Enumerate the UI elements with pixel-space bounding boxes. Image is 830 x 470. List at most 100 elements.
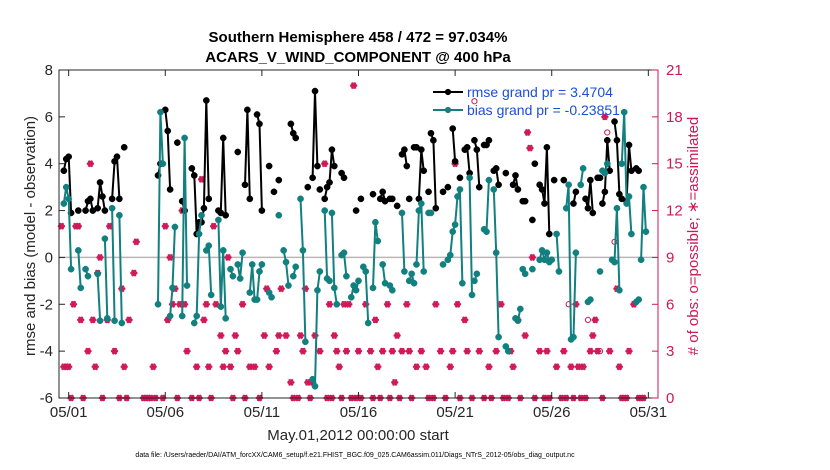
rmse-point (601, 188, 609, 196)
obs-assimilated-point (330, 331, 338, 340)
rmse-point (87, 195, 94, 203)
y2-tick-label: 9 (666, 249, 674, 266)
asterisk-stroke (336, 363, 342, 371)
bias-point (256, 268, 263, 275)
obs-assimilated-point (260, 331, 268, 340)
bias-point (483, 228, 490, 236)
rmse-point (572, 188, 580, 196)
asterisk-stroke (90, 316, 96, 324)
obs-assimilated-point (166, 253, 174, 261)
obs-assimilated-point (453, 300, 462, 308)
obs-assimilated-point (316, 347, 324, 355)
asterisk-stroke (66, 363, 72, 371)
rmse-point (596, 174, 604, 182)
rmse-point (393, 202, 401, 210)
bias-point (108, 204, 116, 212)
rmse-point (379, 188, 387, 196)
asterisk-stroke (131, 269, 137, 277)
asterisk-stroke (75, 222, 81, 230)
rmse-point (420, 167, 428, 175)
bias-point (471, 277, 478, 285)
rmse-point (174, 139, 181, 146)
y2-axis-label: # of obs: o=possible; ∗=assimilated (685, 117, 702, 356)
obs-assimilated-point (110, 347, 119, 355)
rmse-point (326, 179, 333, 186)
obs-assimilated-point (586, 347, 594, 355)
obs-assimilated-point (130, 269, 138, 277)
obs-assimilated-point (366, 347, 375, 355)
asterisk-stroke (273, 347, 279, 355)
chart-title-line1: Southern Hemisphere 458 / 472 = 97.034% (209, 29, 508, 46)
bias-point (427, 209, 435, 217)
asterisk-stroke (406, 347, 412, 355)
asterisk-stroke (162, 222, 168, 230)
bias-point (504, 347, 512, 355)
asterisk-stroke (498, 300, 504, 308)
bias-point (311, 382, 319, 390)
obs-assimilated-point (403, 300, 411, 308)
bias-point (623, 200, 630, 207)
y2-tick-label: 6 (666, 296, 674, 313)
bias-point (195, 230, 203, 238)
bias-point (219, 247, 227, 254)
bias-point (369, 284, 377, 292)
obs-assimilated-point (77, 316, 85, 324)
rmse-point (451, 158, 459, 165)
obs-assimilated-point (200, 316, 208, 324)
bias-point (473, 270, 481, 278)
rmse-point (635, 167, 643, 175)
rmse-point (321, 195, 329, 203)
rmse-point (253, 111, 261, 118)
legend-bias-marker (444, 106, 452, 114)
asterisk-stroke (213, 300, 219, 308)
bias-point (451, 221, 459, 228)
asterisk-stroke (126, 316, 132, 324)
rmse-point (241, 181, 249, 189)
rmse-point (65, 153, 73, 161)
bias-point (640, 183, 647, 191)
bias-line (468, 177, 473, 295)
bias-point (635, 296, 643, 303)
bias-line (77, 250, 82, 288)
asterisk-stroke (343, 347, 350, 355)
rmse-point (538, 186, 546, 193)
rmse-point (512, 172, 519, 179)
rmse-point (108, 195, 116, 203)
asterisk-stroke (462, 316, 468, 324)
rmse-point (256, 120, 263, 128)
bias-point (67, 265, 75, 273)
obs-assimilated-point (398, 347, 406, 355)
bias-line (96, 273, 102, 321)
bias-point (328, 209, 336, 217)
rmse-point (582, 195, 589, 203)
rmse-point (74, 207, 82, 214)
rmse-point (202, 97, 210, 104)
rmse-point (492, 165, 500, 172)
obs-assimilated-point (96, 253, 104, 261)
asterisk-stroke (288, 378, 294, 386)
asterisk-stroke (167, 253, 173, 261)
bias-point (410, 279, 418, 287)
bias-point (401, 268, 408, 275)
rmse-point (330, 162, 338, 170)
bias-point (111, 317, 118, 325)
bias-point (415, 207, 423, 214)
bias-point (229, 272, 237, 280)
bias-point (355, 277, 362, 285)
obs-assimilated-point (224, 253, 232, 261)
asterisk-stroke (78, 316, 84, 324)
asterisk-stroke (264, 285, 270, 293)
bias-point (297, 195, 304, 203)
bias-point (169, 284, 176, 292)
bias-point (603, 160, 611, 168)
asterisk-stroke (389, 347, 395, 355)
rmse-point (205, 195, 213, 203)
asterisk-stroke (454, 300, 461, 308)
obs-assimilated-point (132, 238, 140, 246)
bias-point (454, 193, 461, 200)
bias-point (616, 286, 623, 294)
bias-point (178, 312, 186, 320)
asterisk-stroke (225, 253, 231, 261)
bias-point (268, 293, 275, 301)
rmse-point (94, 204, 101, 212)
